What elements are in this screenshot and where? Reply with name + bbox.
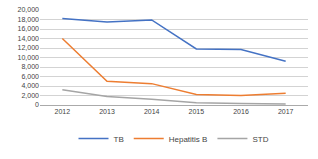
svg-text:4,000: 4,000 xyxy=(21,82,39,89)
svg-text:2016: 2016 xyxy=(233,108,249,115)
svg-text:2015: 2015 xyxy=(189,108,205,115)
svg-text:STD: STD xyxy=(252,135,268,144)
svg-text:12,000: 12,000 xyxy=(18,44,40,51)
svg-text:2012: 2012 xyxy=(55,108,71,115)
svg-text:14,000: 14,000 xyxy=(18,35,40,42)
svg-text:10,000: 10,000 xyxy=(18,54,40,61)
svg-text:6,000: 6,000 xyxy=(21,73,39,80)
svg-text:2013: 2013 xyxy=(99,108,115,115)
svg-text:TB: TB xyxy=(114,135,124,144)
svg-text:2017: 2017 xyxy=(278,108,294,115)
svg-text:0: 0 xyxy=(35,101,39,108)
svg-text:16,000: 16,000 xyxy=(18,25,40,32)
svg-text:8,000: 8,000 xyxy=(21,63,39,70)
svg-text:18,000: 18,000 xyxy=(18,16,40,23)
svg-text:2,000: 2,000 xyxy=(21,92,39,99)
svg-text:Hepatitis B: Hepatitis B xyxy=(169,135,208,144)
svg-text:20,000: 20,000 xyxy=(18,6,40,13)
svg-text:2014: 2014 xyxy=(144,108,160,115)
